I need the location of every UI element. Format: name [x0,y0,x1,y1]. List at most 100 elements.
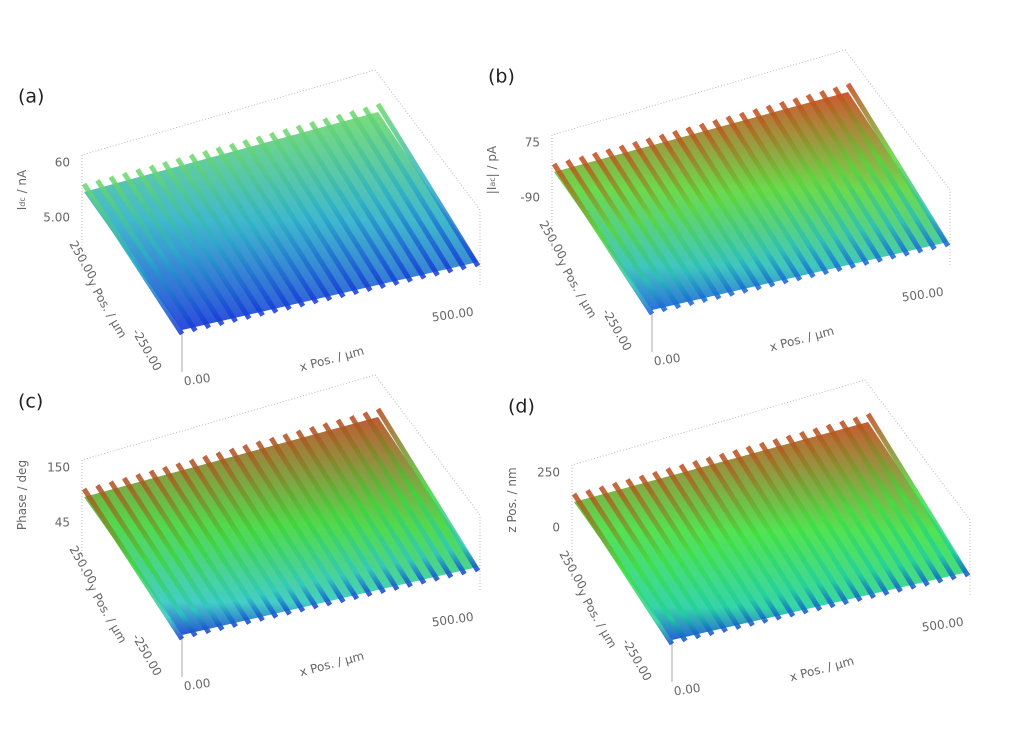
surface-ridge [638,474,742,630]
surface-ridge [792,97,897,260]
surface-ridge [81,487,185,641]
y-tick-label: 250.00 [536,218,569,261]
x-tick-label: 0.00 [673,681,701,699]
surface-ridge [785,434,890,596]
x-axis-label: x Pos. / µm [788,654,856,685]
surface-ridge [95,178,198,333]
x-tick-label: 0.00 [183,676,211,694]
surface-ridge [375,102,481,268]
surface-ridge [309,120,413,283]
surface-ridge [188,458,292,616]
panel-label: (c) [18,391,43,413]
x-axis-label: x Pos. / µm [298,649,366,680]
surface-ridge [645,137,749,294]
panel: (c) 150 45 Phase / deg 250.00 -250.00y Pos. /… [15,374,481,694]
surface-ridge [852,416,957,581]
surface-ridge [175,462,279,619]
surface-ridge [685,126,789,285]
surface-ridge [632,140,735,297]
surface-ridge [268,436,373,598]
x-tick-label: 500.00 [901,285,945,305]
surface-ridge [591,151,695,307]
x-tick-label: 500.00 [921,615,965,635]
y-tick-label: -250.00 [619,636,654,683]
surface-ridge [148,469,252,625]
z-axis-label: z Pos. / nm [505,467,519,532]
z-axis-label-part: Phase / deg [15,460,29,530]
surface-ridge [705,456,809,615]
z-tick-label: 0 [552,521,560,535]
surface-ridge [839,419,944,584]
z-tick-label: 5.00 [43,211,70,225]
x-tick-label: 500.00 [431,305,475,325]
panel-label: (d) [508,396,535,418]
y-tick-label: -250.00 [599,306,634,353]
surface-ridge [745,445,850,606]
surface-ridge [188,153,292,311]
surface-ridge [335,113,440,277]
surface-ridge [692,459,796,618]
surface-ridge [625,478,728,633]
surface-ridge [652,470,755,627]
surface-ridge [611,481,715,637]
surface-ridge [135,168,238,323]
surface-ridge [282,128,386,289]
surface-ridge [551,162,655,316]
y-tick-label: 250.00 [66,238,99,281]
z-axis-label: Idc / nA [15,169,29,210]
surface-ridge [255,135,360,296]
z-tick-label: 45 [55,516,70,530]
surface-ridge [228,142,333,302]
z-axis-label: |Iac| / pA [485,145,499,194]
surface-ridge [585,488,688,643]
z-tick-label: 250 [537,466,560,480]
surface-ridge [799,430,903,593]
surface-ridge [765,104,870,266]
surface-ridge [598,485,702,640]
y-axis-label: y Pos. / µm [84,581,129,645]
z-axis-label-part: z Pos. / nm [505,467,519,532]
surface-ridge [162,160,265,317]
surface-ridge [658,133,762,291]
y-tick-label: 250.00 [556,548,589,591]
surface-ridge [618,144,722,300]
z-tick-label: -90 [520,191,540,205]
surface-ridge [772,438,876,599]
surface-ridge [578,155,682,310]
y-tick-label: 250.00 [66,543,99,586]
x-tick-label: 0.00 [183,371,211,389]
x-axis-label: x Pos. / µm [298,344,366,375]
surface-ridge [309,425,413,588]
surface-ridge [349,414,454,579]
surface-ridge [175,157,279,314]
surface-ridge [725,115,830,276]
z-axis-label-part: dc [18,197,27,206]
surface-ridge [162,465,265,622]
y-axis-label: y Pos. / µm [554,256,599,320]
surface-ridge [672,129,776,288]
surface-ridge [295,429,400,591]
z-tick-label: 75 [525,136,540,150]
plot-box [81,374,481,590]
panel: (d) 250 0 z Pos. / nm 250.00 -250.00y Pos. / … [505,379,971,699]
z-tick-label: 60 [55,156,70,170]
surface-ridge [362,411,467,576]
surface-ridge [121,171,225,327]
surface-ridge [375,407,481,573]
surface-ridge [865,412,971,578]
surface-ridge [825,423,930,587]
surface-ridge [752,108,856,269]
x-tick-label: 500.00 [431,610,475,630]
surface-ridge [819,89,924,254]
surface-ridge [832,86,937,251]
surface-ridge [698,122,803,282]
surface-ridge [805,93,910,257]
surface-ridge [732,449,836,609]
plot-box [81,69,481,285]
surface-ridge [322,117,427,280]
surface-ridge [845,82,951,248]
surface-ridge [779,100,883,263]
surface-ridge [108,480,212,635]
surface-ridge [605,148,708,303]
surface-ridge [678,463,782,621]
